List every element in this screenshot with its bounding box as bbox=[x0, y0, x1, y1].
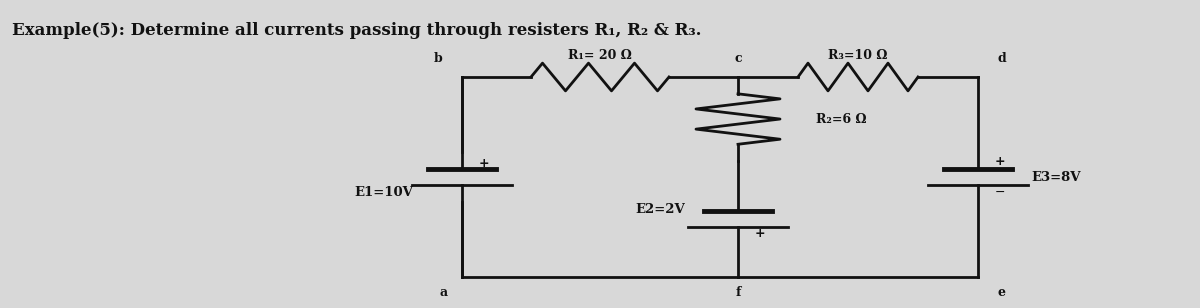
Text: d: d bbox=[997, 52, 1007, 65]
Text: R₁= 20 Ω: R₁= 20 Ω bbox=[568, 49, 632, 62]
Text: e: e bbox=[998, 286, 1006, 299]
Text: +: + bbox=[995, 155, 1004, 168]
Text: R₃=10 Ω: R₃=10 Ω bbox=[828, 49, 888, 62]
Text: R₂=6 Ω: R₂=6 Ω bbox=[816, 112, 866, 126]
Text: b: b bbox=[433, 52, 443, 65]
Text: E1=10V: E1=10V bbox=[354, 186, 414, 199]
Text: +: + bbox=[479, 157, 488, 170]
Text: Example(5): Determine all currents passing through resisters R₁, R₂ & R₃.: Example(5): Determine all currents passi… bbox=[12, 22, 702, 38]
Text: E2=2V: E2=2V bbox=[635, 203, 685, 217]
Text: c: c bbox=[734, 52, 742, 65]
Text: a: a bbox=[440, 286, 448, 299]
Text: f: f bbox=[736, 286, 740, 299]
Text: −: − bbox=[995, 186, 1004, 199]
Text: +: + bbox=[755, 226, 764, 240]
Text: E3=8V: E3=8V bbox=[1031, 171, 1081, 184]
